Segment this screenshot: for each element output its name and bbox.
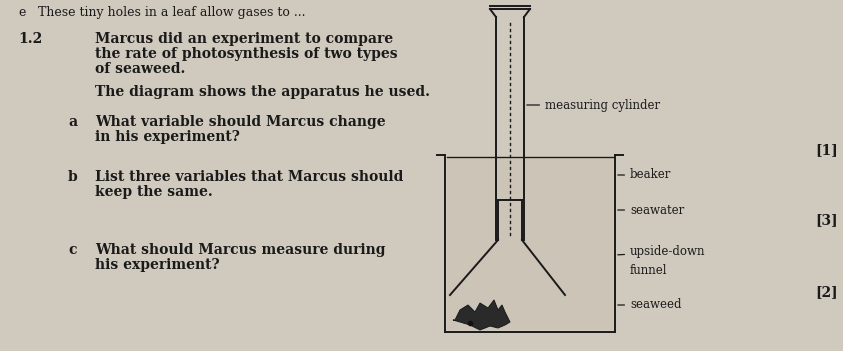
Text: [3]: [3] xyxy=(815,213,838,227)
Text: of seaweed.: of seaweed. xyxy=(95,62,185,76)
Text: Marcus did an experiment to compare: Marcus did an experiment to compare xyxy=(95,32,393,46)
Bar xyxy=(447,157,613,330)
Text: the rate of photosynthesis of two types: the rate of photosynthesis of two types xyxy=(95,47,398,61)
Text: his experiment?: his experiment? xyxy=(95,258,220,272)
Text: keep the same.: keep the same. xyxy=(95,185,212,199)
Text: What variable should Marcus change: What variable should Marcus change xyxy=(95,115,385,129)
Text: seaweed: seaweed xyxy=(618,298,681,311)
Text: The diagram shows the apparatus he used.: The diagram shows the apparatus he used. xyxy=(95,85,430,99)
Text: seawater: seawater xyxy=(618,204,685,217)
Text: beaker: beaker xyxy=(618,168,671,181)
Text: funnel: funnel xyxy=(630,264,668,277)
Text: 1.2: 1.2 xyxy=(18,32,42,46)
Text: e: e xyxy=(18,6,25,19)
Text: upside-down: upside-down xyxy=(618,245,706,258)
Text: [1]: [1] xyxy=(815,143,838,157)
Text: b: b xyxy=(68,170,78,184)
Text: What should Marcus measure during: What should Marcus measure during xyxy=(95,243,385,257)
Polygon shape xyxy=(453,300,510,330)
Text: a: a xyxy=(68,115,77,129)
Text: measuring cylinder: measuring cylinder xyxy=(527,99,660,112)
Text: c: c xyxy=(68,243,77,257)
Text: in his experiment?: in his experiment? xyxy=(95,130,240,144)
Text: List three variables that Marcus should: List three variables that Marcus should xyxy=(95,170,403,184)
Text: These tiny holes in a leaf allow gases to ...: These tiny holes in a leaf allow gases t… xyxy=(38,6,305,19)
Text: [2]: [2] xyxy=(815,285,838,299)
